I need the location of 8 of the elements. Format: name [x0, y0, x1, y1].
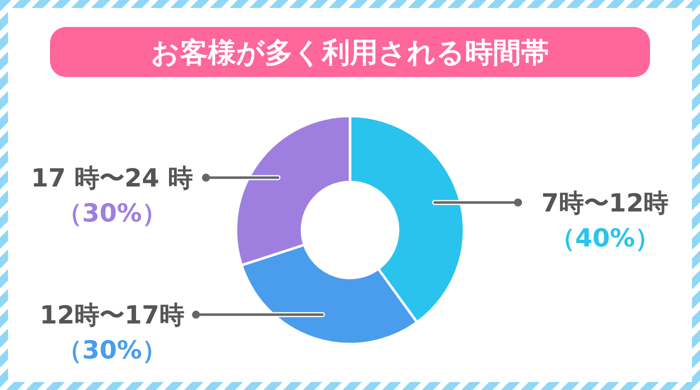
data-label: （30%）: [57, 336, 167, 365]
chart-title: お客様が多く利用される時間帯: [151, 36, 549, 69]
slice-label: 7時〜12時: [541, 188, 669, 218]
data-label: （40%）: [550, 223, 660, 252]
title: お客様が多く利用される時間帯: [50, 27, 650, 77]
data-label: （30%）: [57, 198, 167, 228]
slice-label: 12時〜17時: [40, 300, 184, 330]
slice-label: 17 時〜24 時: [31, 164, 193, 193]
